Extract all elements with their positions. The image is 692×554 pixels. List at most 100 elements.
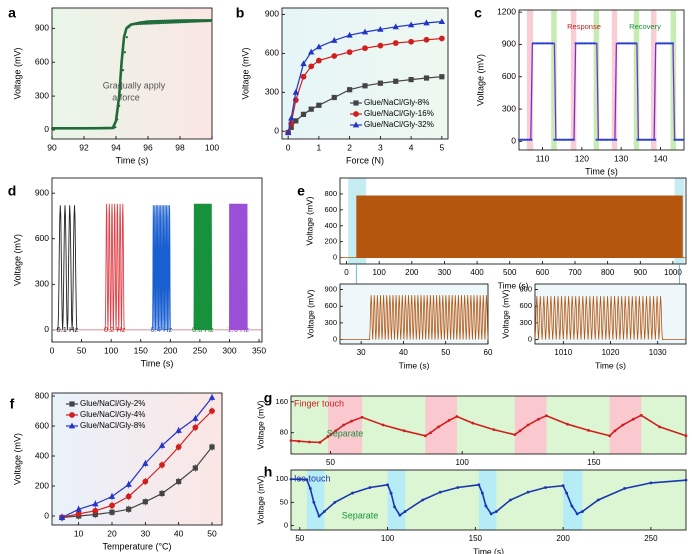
data-point	[316, 102, 322, 108]
burst-label: 0.2 Hz	[104, 325, 126, 334]
data-point	[408, 76, 414, 83]
data-point	[305, 478, 309, 482]
data-point	[292, 88, 300, 95]
zoom-series	[534, 296, 686, 340]
data-point	[93, 127, 96, 130]
y-tick-label: 900	[265, 9, 279, 19]
data-point	[58, 127, 61, 130]
burst-series	[104, 203, 125, 330]
data-point	[456, 486, 460, 489]
data-point	[423, 36, 430, 43]
data-point	[68, 127, 71, 130]
data-point	[300, 73, 307, 80]
data-point	[289, 439, 293, 442]
data-point	[204, 20, 207, 23]
data-point	[662, 42, 666, 45]
x-tick-label: 300	[222, 345, 236, 355]
data-point	[298, 477, 302, 481]
data-point	[331, 53, 338, 59]
panel-letter-h: h	[264, 464, 273, 480]
data-point	[402, 429, 406, 433]
panel-f: 10 20 30 40 50 0 200 400 600 800 Temperature (°C) V…	[12, 390, 223, 551]
panel-letter-a: a	[8, 5, 16, 21]
recovery-label: Recovery	[629, 22, 661, 31]
data-point	[116, 118, 119, 121]
data-point	[437, 425, 440, 429]
y-tick-label: 200	[324, 237, 337, 246]
data-point	[377, 42, 384, 49]
data-point	[131, 23, 134, 26]
touch-label: Ice touch	[294, 473, 331, 483]
data-point	[297, 439, 301, 443]
data-point	[599, 138, 602, 141]
data-point	[618, 42, 621, 45]
data-point	[91, 127, 94, 130]
data-point	[125, 36, 128, 39]
annotation: a force	[112, 92, 140, 102]
x-tick-label: 250	[193, 345, 207, 355]
data-point	[533, 42, 537, 45]
data-point	[158, 442, 166, 448]
plot-frame	[51, 392, 223, 526]
panel-h: 50 100 150 200 250 0 50 100 Time (s) Voltage (mV)…	[255, 469, 688, 554]
data-point	[643, 138, 646, 141]
data-point	[423, 75, 430, 81]
data-point	[393, 505, 396, 509]
data-point	[558, 138, 561, 141]
data-point	[549, 42, 552, 45]
data-point	[133, 23, 136, 26]
plot-frame	[281, 7, 449, 140]
data-point	[109, 509, 115, 515]
data-point	[308, 487, 312, 490]
data-point	[569, 138, 572, 141]
x-tick-label: 100	[205, 142, 219, 152]
data-point	[622, 42, 625, 45]
x-tick-label: 500	[503, 268, 517, 277]
data-point	[546, 42, 549, 45]
data-point	[377, 80, 383, 86]
x-tick-label: 96	[143, 142, 153, 152]
data-point	[565, 491, 569, 495]
data-point	[194, 20, 198, 23]
data-point	[315, 57, 322, 64]
data-point	[539, 42, 542, 45]
data-point	[535, 42, 538, 45]
touch-band	[514, 396, 547, 454]
data-point	[587, 429, 590, 432]
x-tick-label: 100	[372, 268, 386, 277]
data-point	[537, 417, 540, 421]
data-point	[179, 21, 182, 24]
data-point	[308, 106, 314, 112]
data-point	[669, 42, 673, 45]
legend-label: Glue/NaCl/Gly-8%	[364, 98, 429, 107]
x-tick-label: 50	[441, 348, 450, 357]
data-point	[141, 22, 144, 25]
data-point	[159, 490, 165, 497]
x-tick-label: 40	[174, 528, 184, 538]
data-point	[361, 28, 369, 35]
data-point	[164, 21, 167, 24]
panel-letter-c: c	[474, 5, 482, 21]
y-tick-label: 600	[35, 233, 49, 243]
y-tick-label: 0	[44, 124, 49, 134]
data-point	[54, 127, 57, 130]
data-point	[206, 20, 209, 23]
y-tick-label: 600	[324, 301, 337, 310]
y-tick-label: 800	[324, 189, 337, 198]
data-point	[191, 20, 194, 23]
data-point	[547, 42, 551, 45]
x-tick-label: 800	[601, 268, 615, 277]
data-point	[79, 127, 82, 130]
y-tick-label: 1200	[497, 6, 516, 16]
data-point	[181, 21, 184, 24]
data-point	[528, 138, 531, 141]
y-axis-label: Voltage (mV)	[304, 196, 314, 245]
data-point	[666, 42, 669, 45]
data-point	[66, 127, 69, 130]
x-tick-label: 30	[141, 528, 151, 538]
y-tick-label: 0	[274, 125, 279, 135]
data-point	[655, 42, 658, 45]
y-tick-label: 800	[35, 390, 49, 400]
touch-label: Finger touch	[294, 398, 344, 408]
